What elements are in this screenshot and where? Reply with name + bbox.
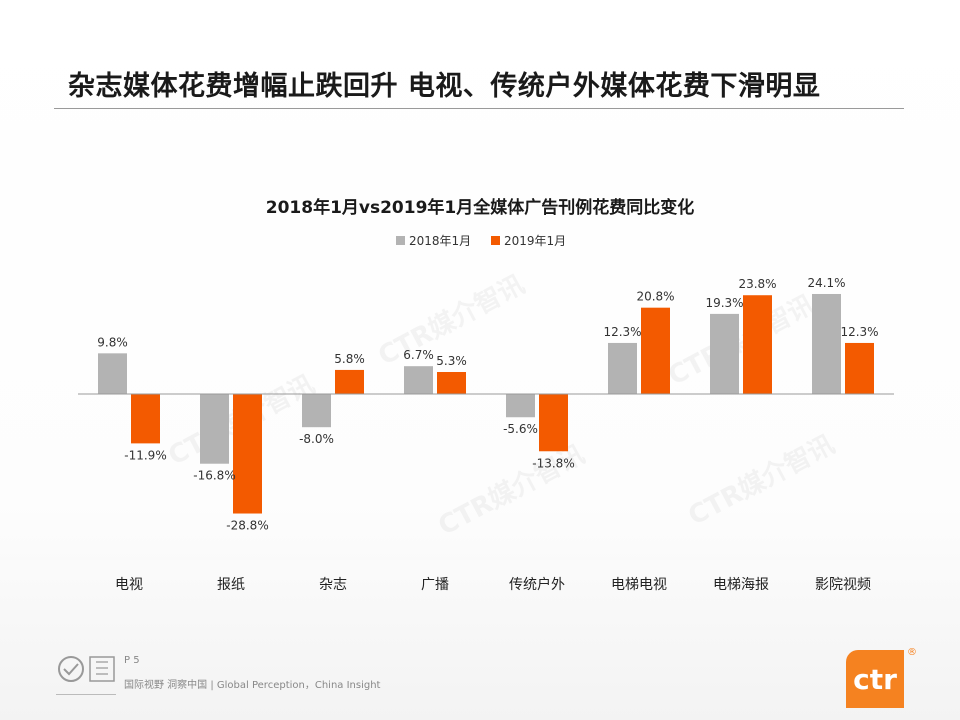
category-label-0: 电视 [115,577,143,593]
title-divider [54,108,904,109]
footer-divider [56,694,116,695]
category-label-2: 杂志 [319,577,347,593]
bar-2018-0 [98,353,127,394]
certification-logos [56,654,120,686]
bar-2019-5 [641,307,670,394]
bar-label-group: 9.8% -11.9% -16.8% -28.8% -8.0% 5.8% 6.7% 5.3% -… [97,276,878,533]
bar-group [98,293,874,514]
bar-2018-6 [710,313,739,394]
data-label-2019-0: -11.9% [124,448,166,462]
data-label-2019-6: 23.8% [738,277,776,291]
bar-2018-1 [200,394,229,464]
data-label-2019-5: 20.8% [636,290,674,304]
data-label-2018-7: 24.1% [807,276,845,290]
data-label-2018-1: -16.8% [193,469,235,483]
legend-label-2019: 2019年1月 [504,234,566,248]
data-label-2019-1: -28.8% [226,519,268,533]
bar-2019-6 [743,295,772,394]
chart-title: 2018年1月vs2019年1月全媒体广告刊例花费同比变化 [266,197,695,218]
footer-tagline: 国际视野 洞察中国 | Global Perception，China Insi… [124,680,381,691]
sgs-seal-icon [58,656,84,682]
page-title: 杂志媒体花费增幅止跌回升 电视、传统户外媒体花费下滑明显 [68,71,821,102]
category-label-7: 影院视频 [815,577,871,593]
data-label-2019-2: 5.8% [334,352,365,366]
category-label-1: 报纸 [217,577,245,593]
data-label-2019-7: 12.3% [840,325,878,339]
category-label-group: 电视 报纸 杂志 广播 传统户外 电梯电视 电梯海报 影院视频 [115,576,871,593]
bar-2018-2 [302,394,331,428]
category-label-4: 传统户外 [509,576,565,593]
data-label-2018-3: 6.7% [403,348,434,362]
bar-2018-4 [506,394,535,418]
legend: 2018年1月 2019年1月 [396,234,566,248]
data-label-2018-2: -8.0% [299,432,334,446]
bar-2019-7 [845,342,874,394]
category-label-5: 电梯电视 [611,577,667,593]
bar-2019-3 [437,372,466,394]
bar-2019-2 [335,369,364,394]
data-label-2018-6: 19.3% [705,296,743,310]
legend-swatch-2018 [396,236,405,245]
bar-2018-3 [404,366,433,394]
data-label-2018-4: -5.6% [503,422,538,436]
legend-swatch-2019 [491,236,500,245]
bar-2019-1 [233,394,262,514]
data-label-2019-4: -13.8% [532,456,574,470]
data-label-2018-0: 9.8% [97,335,128,349]
bar-2018-5 [608,342,637,394]
category-label-3: 广播 [421,577,449,593]
registered-mark: ® [907,647,917,658]
data-label-2019-3: 5.3% [436,354,467,368]
ctr-logo: ctr [846,650,904,708]
bar-2019-4 [539,394,568,452]
page-number: P 5 [124,655,140,666]
ukas-seal-icon [89,656,115,682]
bar-2019-0 [131,394,160,444]
category-label-6: 电梯海报 [713,577,769,593]
data-label-2018-5: 12.3% [603,325,641,339]
legend-label-2018: 2018年1月 [409,234,471,248]
bar-2018-7 [812,293,841,394]
